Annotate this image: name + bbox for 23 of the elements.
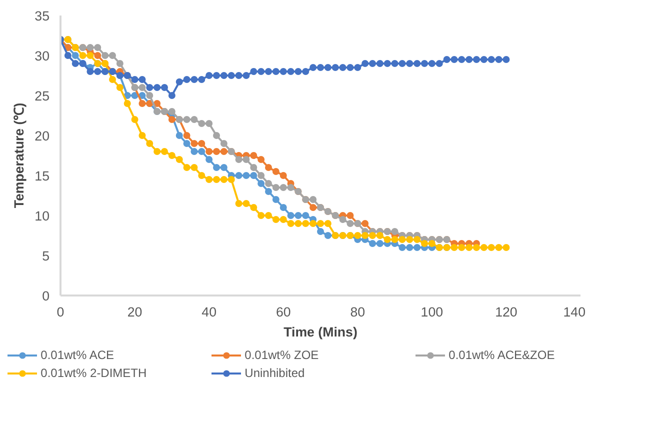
x-tick-label: 100 [420,304,444,320]
x-tick-label: 120 [495,304,518,320]
x-axis-title: Time (Mins) [284,324,358,340]
x-tick-label: 140 [563,304,586,320]
x-tick-label: 20 [127,304,142,320]
y-tick-label: 10 [34,208,50,224]
y-tick-label: 15 [34,168,50,184]
x-tick-label: 60 [276,304,291,320]
x-tick-label: 40 [202,304,216,320]
legend-label: 0.01wt% 2-DIMETH [40,366,148,380]
y-tick-label: 5 [42,248,50,264]
y-tick-label: 20 [34,128,50,144]
legend-label: Uninhibited [244,366,306,380]
y-tick-label: 30 [34,48,50,64]
legend-label: 0.01wt% ACE [40,348,116,362]
legend-label: 0.01wt% ACE&ZOE [448,348,556,362]
y-axis-title: Temperature (℃) [12,102,27,208]
y-tick-label: 35 [34,8,50,24]
x-tick-label: 80 [350,304,366,320]
y-tick-label: 25 [34,88,50,104]
x-tick-label: 0 [56,304,64,320]
y-tick-label: 0 [42,288,50,304]
legend-label: 0.01wt% ZOE [244,348,320,362]
